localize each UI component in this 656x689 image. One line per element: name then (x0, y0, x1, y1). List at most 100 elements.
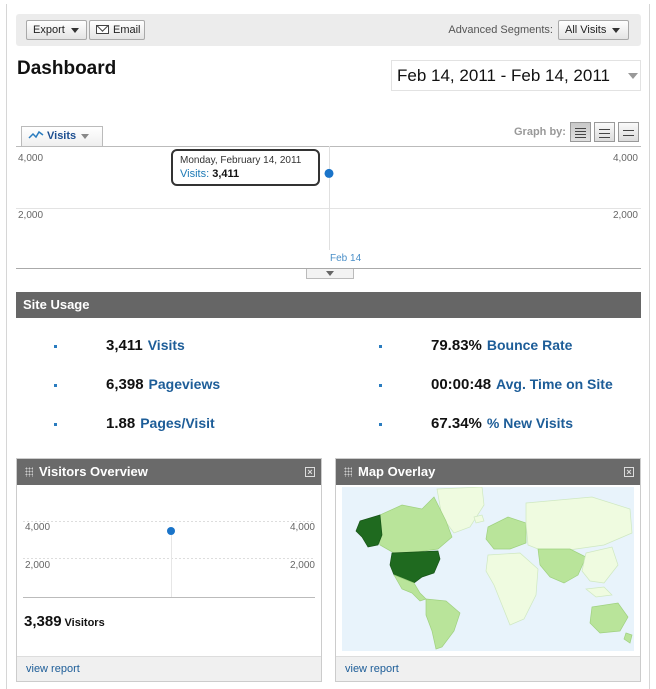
graph-by-week-button[interactable] (594, 122, 615, 142)
y-tick-left: 2,000 (25, 560, 51, 571)
sparkline-icon (379, 423, 382, 426)
metric-value: 79.83% (431, 337, 482, 354)
visitors-overview-title: Visitors Overview (39, 464, 148, 479)
sparkline-icon (54, 345, 57, 348)
segment-select[interactable]: All Visits (558, 20, 629, 40)
map-overlay-footer: view report (336, 656, 640, 681)
map-overlay-panel: Map Overlay × view report (335, 458, 641, 682)
chart-collapse-handle[interactable] (306, 269, 354, 279)
map-region-asia-north[interactable] (525, 496, 633, 554)
metric-selector-tab[interactable]: Visits (21, 126, 103, 146)
metric-new-visits: 67.34%% New Visits (431, 415, 573, 432)
map-region-europe[interactable] (485, 516, 527, 550)
metric-avg-time: 00:00:48 Avg. Time on Site (431, 376, 613, 393)
visits-chart-svg (16, 146, 641, 269)
chevron-down-icon (628, 73, 638, 79)
y-tick-right: 2,000 (289, 560, 315, 571)
map-region-indonesia[interactable] (585, 586, 613, 598)
map-overlay-title: Map Overlay (358, 464, 436, 479)
visitors-overview-footer: view report (17, 656, 321, 681)
close-icon[interactable]: × (305, 467, 315, 477)
metric-value: 00:00:48 (431, 376, 492, 393)
metric-label-link[interactable]: Pages/Visit (140, 415, 215, 431)
chevron-down-icon (70, 27, 79, 33)
metric-value: 3,411 (106, 337, 143, 354)
map-region-asia-south[interactable] (537, 548, 587, 584)
page-title: Dashboard (17, 58, 117, 79)
map-overlay-header[interactable]: Map Overlay × (336, 459, 640, 485)
graph-by-month-button[interactable] (618, 122, 639, 142)
tooltip-date: Monday, February 14, 2011 (180, 155, 302, 166)
metric-label-link[interactable]: Pageviews (148, 376, 221, 392)
site-usage-header: Site Usage (16, 292, 641, 318)
chart-point[interactable] (324, 168, 334, 178)
sparkline-icon (379, 345, 382, 348)
email-button[interactable]: Email (89, 20, 145, 40)
metric-label-link[interactable]: % New Visits (486, 415, 573, 431)
metric-tab-label: Visits (47, 130, 77, 142)
y-tick-right: 4,000 (612, 153, 638, 164)
toolbar: Export Email Advanced Segments: All Visi… (16, 14, 641, 46)
metric-label-link[interactable]: Bounce Rate (486, 337, 573, 353)
chart-tooltip: Monday, February 14, 2011 Visits: 3,411 (171, 149, 320, 186)
metric-pageviews: 6,398 Pageviews (106, 376, 220, 393)
envelope-icon (96, 25, 109, 34)
graph-by-label: Graph by: (514, 126, 566, 138)
sparkline-icon (54, 423, 57, 426)
tooltip-value: 3,411 (212, 168, 240, 180)
map-region-australia[interactable] (589, 602, 629, 634)
map-region-usa[interactable] (389, 550, 441, 584)
drag-handle-icon[interactable] (25, 467, 33, 477)
map-region-iceland[interactable] (473, 514, 485, 524)
sparkline-icon (54, 384, 57, 387)
map-region-east-asia[interactable] (581, 546, 619, 584)
segment-value: All Visits (565, 24, 607, 36)
date-range-text: Feb 14, 2011 - Feb 14, 2011 (397, 66, 610, 85)
map-region-alaska[interactable] (355, 514, 383, 548)
visitors-value: 3,389 (24, 613, 62, 630)
visitors-overview-panel: Visitors Overview × 4,000 2,000 4,000 2,… (16, 458, 322, 682)
drag-handle-icon[interactable] (344, 467, 352, 477)
visits-chart: 4,000 2,000 4,000 2,000 Feb 14 (16, 146, 641, 270)
metric-value: 6,398 (106, 376, 144, 393)
world-map[interactable] (342, 487, 634, 651)
date-range-picker[interactable]: Feb 14, 2011 - Feb 14, 2011 (391, 60, 641, 91)
sparkline-icon (379, 384, 382, 387)
chevron-down-icon (81, 133, 90, 139)
map-region-new-zealand[interactable] (623, 632, 633, 644)
y-tick-left: 4,000 (25, 522, 51, 533)
line-chart-icon (28, 130, 44, 139)
map-region-south-america[interactable] (425, 598, 461, 650)
visitors-overview-header[interactable]: Visitors Overview × (17, 459, 321, 485)
metric-bounce-rate: 79.83% Bounce Rate (431, 337, 572, 354)
visitors-count: 3,389 Visitors (24, 613, 105, 630)
chart-point[interactable] (167, 527, 175, 535)
visitors-chart-svg (23, 521, 315, 598)
close-icon[interactable]: × (624, 467, 634, 477)
tooltip-value-row: Visits: 3,411 (180, 167, 311, 182)
y-tick-right: 4,000 (289, 522, 315, 533)
chevron-down-icon (326, 271, 334, 276)
email-label: Email (113, 24, 141, 36)
y-tick-left: 2,000 (18, 210, 44, 221)
metric-pages-per-visit: 1.88 Pages/Visit (106, 415, 215, 432)
x-tick-label: Feb 14 (330, 253, 362, 264)
chevron-down-icon (612, 27, 621, 33)
metric-label-link[interactable]: Visits (147, 337, 185, 353)
export-button[interactable]: Export (26, 20, 87, 40)
tooltip-label: Visits: (180, 168, 210, 180)
metric-value: 67.34% (431, 415, 482, 432)
y-tick-right: 2,000 (612, 210, 638, 221)
dashboard-frame (6, 4, 650, 689)
advanced-segments-label: Advanced Segments: (448, 24, 553, 36)
y-tick-left: 4,000 (18, 153, 44, 164)
export-label: Export (33, 24, 65, 36)
metric-label-link[interactable]: Avg. Time on Site (496, 376, 613, 392)
metric-visits: 3,411 Visits (106, 337, 185, 354)
map-region-canada[interactable] (375, 496, 453, 554)
map-region-africa[interactable] (485, 552, 539, 626)
view-report-link[interactable]: view report (345, 663, 399, 675)
view-report-link[interactable]: view report (26, 663, 80, 675)
metric-value: 1.88 (106, 415, 136, 432)
graph-by-day-button[interactable] (570, 122, 591, 142)
